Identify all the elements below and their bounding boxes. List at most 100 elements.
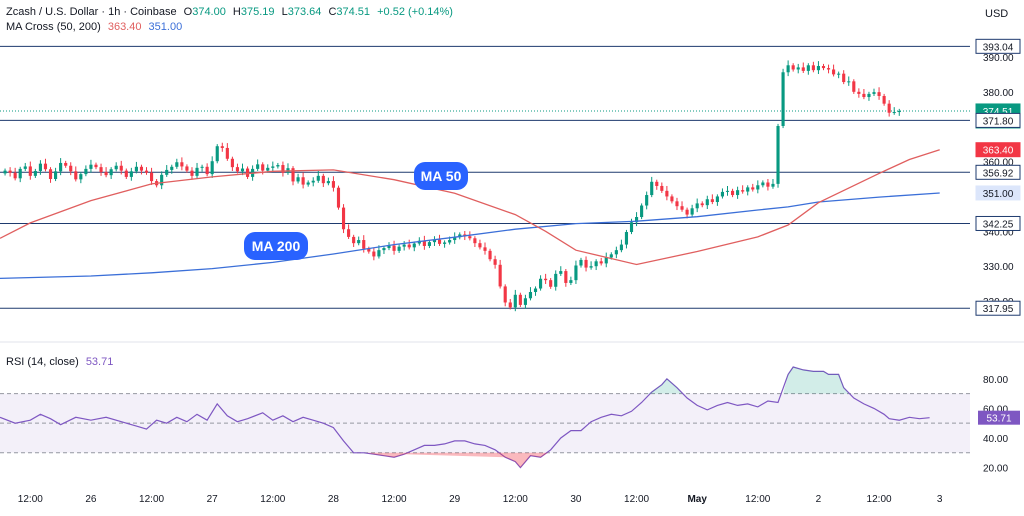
candle-body (579, 259, 583, 266)
candle-body (801, 67, 805, 71)
candle-body (54, 171, 58, 179)
candle-body (362, 240, 366, 249)
candle-body (771, 183, 775, 187)
candle-body (291, 168, 295, 182)
candle-body (38, 163, 42, 171)
price-tag: 317.95 (975, 300, 1021, 316)
candle-body (564, 271, 568, 283)
price-tick-label: 380.00 (983, 88, 1014, 99)
ma200-annotation: MA 200 (244, 232, 308, 260)
candle-body (129, 171, 133, 177)
price-tag-label: 371.80 (983, 116, 1014, 127)
candle-body (397, 246, 401, 251)
candle-body (341, 207, 346, 230)
time-tick-label: 12:00 (382, 494, 407, 505)
candle-body (897, 110, 901, 113)
candle-body (599, 261, 603, 264)
candle-body (634, 217, 639, 223)
close-value: 374.51 (336, 6, 371, 18)
candle-body (74, 171, 78, 180)
candle-body (766, 182, 770, 187)
candle-body (271, 166, 275, 168)
candle-body (892, 112, 896, 114)
price-tag-label: 393.04 (983, 42, 1014, 53)
candle-body (427, 242, 431, 246)
indicator-header: MA Cross (50, 200) 363.40 351.00 (6, 21, 186, 33)
rsi-overbought-fill (783, 367, 849, 394)
candle-body (306, 182, 310, 185)
price-tag: 351.00 (975, 185, 1021, 201)
candle-body (326, 181, 330, 184)
candle-body (867, 93, 871, 98)
price-tick-label: 340.00 (983, 227, 1014, 238)
candle-body (13, 172, 17, 179)
candle-body (79, 174, 83, 180)
candle-body (533, 288, 538, 293)
candle-body (614, 250, 618, 255)
time-tick-label: 29 (449, 494, 461, 505)
candle-body (28, 166, 32, 176)
candle-body (59, 162, 63, 172)
candle-body (185, 166, 189, 171)
rsi-last-tag-box (978, 410, 1020, 425)
price-tag-box (975, 185, 1021, 201)
candle-body (180, 162, 184, 167)
candle-body (33, 170, 37, 176)
time-tick-label: 12:00 (139, 494, 164, 505)
price-tag: 371.80 (975, 112, 1021, 128)
symbol-title[interactable]: Zcash / U.S. Dollar · 1h · Coinbase (6, 6, 177, 18)
price-tag-label: 317.95 (983, 304, 1014, 315)
price-tag-label: 351.00 (983, 189, 1014, 200)
price-tag-label: 374.51 (983, 107, 1014, 118)
candle-body (432, 239, 437, 243)
ma50-annotation-text: MA 50 (421, 168, 462, 184)
candle-body (539, 278, 543, 289)
candle-body (650, 181, 654, 196)
candle-body (230, 158, 234, 168)
candle-body (503, 286, 507, 303)
candle-body (336, 187, 341, 208)
time-tick-label: 27 (207, 494, 219, 505)
ma200-value: 351.00 (148, 21, 183, 33)
candle-body (715, 196, 719, 203)
candle-body (660, 185, 664, 191)
candle-body (645, 195, 649, 206)
candle-body (862, 93, 866, 98)
candle-body (276, 165, 280, 167)
candle-body (18, 168, 22, 179)
price-tag-box (975, 215, 1021, 231)
currency-label[interactable]: USD (985, 8, 1009, 20)
candle-body (210, 161, 214, 175)
candle-body (761, 182, 765, 186)
open-value: 374.00 (192, 6, 226, 18)
rsi-title[interactable]: RSI (14, close) (6, 356, 79, 368)
price-tag-label: 356.92 (983, 168, 1014, 179)
candle-body (655, 181, 659, 186)
candle-body (448, 240, 452, 243)
candle-body (190, 170, 194, 176)
price-tag: 356.92 (975, 164, 1021, 180)
candle-body (705, 199, 709, 206)
candle-body (887, 103, 891, 113)
candle-body (665, 190, 669, 197)
candle-body (205, 166, 209, 175)
time-tick-label: 12:00 (503, 494, 528, 505)
rsi-oversold-fill (366, 452, 549, 468)
candle-body (245, 168, 250, 177)
candle-body (114, 165, 118, 170)
candle-body (872, 92, 876, 94)
candle-body (8, 170, 12, 173)
price-tick-label: 330.00 (983, 262, 1014, 273)
rsi-last-tag: 53.71 (978, 410, 1020, 425)
candle-body (104, 172, 108, 176)
indicator-title[interactable]: MA Cross (50, 200) (6, 21, 101, 33)
candle-body (382, 248, 386, 251)
ma200-annotation-text: MA 200 (252, 238, 301, 254)
candle-body (220, 146, 224, 148)
candle-body (710, 199, 714, 203)
candle-body (43, 163, 48, 170)
candle-body (574, 265, 578, 281)
price-tag-box (975, 300, 1021, 316)
candle-body (331, 181, 336, 188)
candle-body (119, 165, 123, 171)
